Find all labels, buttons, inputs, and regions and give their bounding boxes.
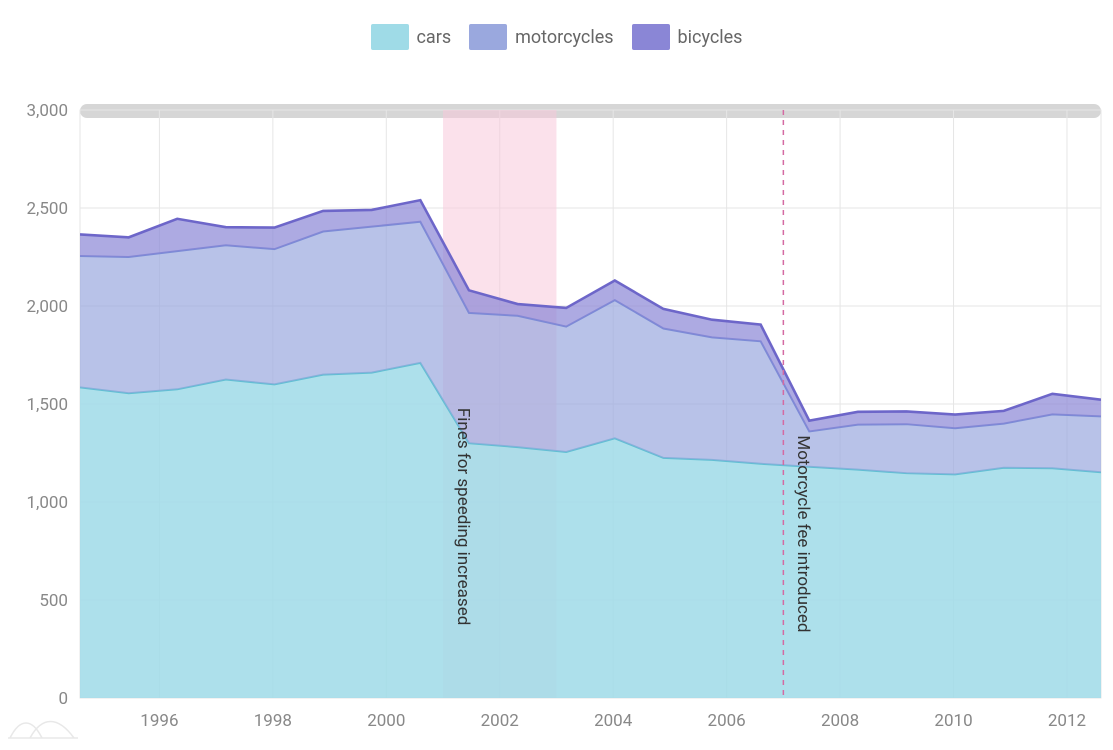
annotation-label: Fines for speeding increased [453,408,473,625]
x-axis-label: 2006 [708,711,746,731]
legend-label-bicycles: bicycles [678,27,743,48]
range-selector-track[interactable] [80,104,1101,118]
x-axis-label: 1996 [140,711,178,731]
legend-swatch-cars [371,24,409,50]
y-axis-label: 2,000 [26,297,68,317]
legend-label-cars: cars [417,27,452,48]
chart-legend: cars motorcycles bicycles [0,0,1113,68]
x-axis-label: 2002 [481,711,519,731]
series-layer [80,200,1101,698]
y-axis-label: 1,500 [26,395,68,415]
watermark-logo [8,714,78,744]
y-axis-label: 0 [58,689,68,709]
x-axis-label: 1998 [254,711,292,731]
legend-item-motorcycles[interactable]: motorcycles [469,24,613,50]
y-axis-label: 3,000 [26,101,68,121]
chart-area[interactable]: 0 500 1,000 1,500 2,000 2,500 3,000 1996 1998 200… [0,70,1113,750]
x-axis-label: 2010 [934,711,972,731]
y-axis-label: 2,500 [26,199,68,219]
legend-label-motorcycles: motorcycles [515,27,613,48]
legend-item-bicycles[interactable]: bicycles [632,24,743,50]
y-axis-label: 1,000 [26,493,68,513]
legend-swatch-bicycles [632,24,670,50]
x-axis-label: 2000 [367,711,405,731]
x-axis-label: 2004 [594,711,633,731]
x-axis-label: 2012 [1048,711,1086,731]
legend-item-cars[interactable]: cars [371,24,452,50]
x-axis-label: 2008 [821,711,859,731]
legend-swatch-motorcycles [469,24,507,50]
y-axis-label: 500 [39,591,68,611]
annotation-label: Motorcycle fee introduced [793,435,813,632]
